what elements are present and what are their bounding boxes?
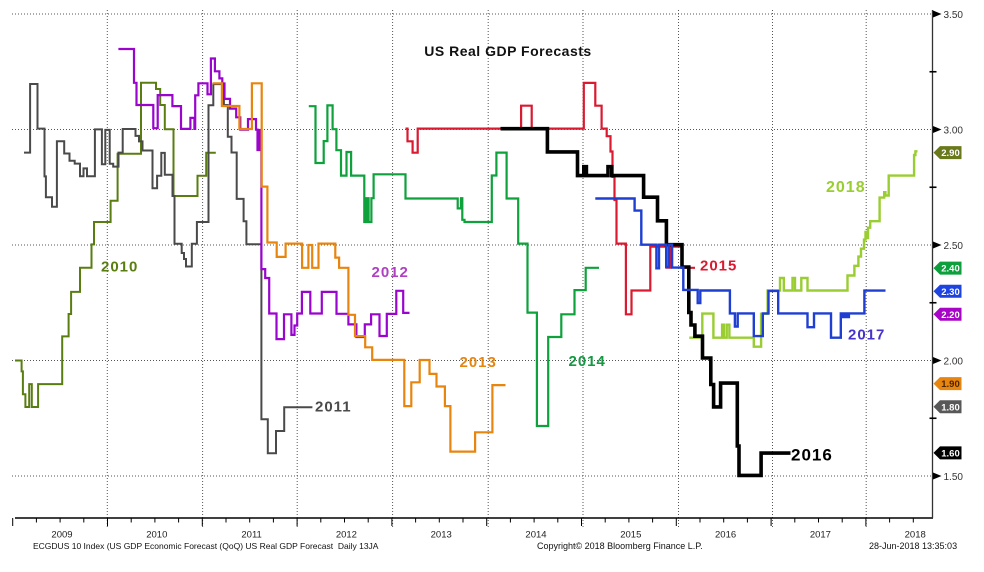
svg-text:2016: 2016	[715, 530, 736, 541]
svg-text:2016: 2016	[791, 446, 833, 465]
svg-text:2.20: 2.20	[941, 310, 960, 321]
svg-text:2010: 2010	[101, 259, 138, 276]
svg-text:2015: 2015	[620, 530, 641, 541]
svg-text:2010: 2010	[146, 530, 167, 541]
svg-text:2014: 2014	[525, 530, 546, 541]
svg-text:2.30: 2.30	[941, 287, 960, 298]
svg-text:3.50: 3.50	[944, 10, 964, 21]
svg-text:28-Jun-2018 13:35:03: 28-Jun-2018 13:35:03	[869, 541, 957, 551]
svg-text:2011: 2011	[315, 399, 352, 416]
svg-text:2018: 2018	[826, 179, 866, 196]
svg-text:US Real GDP Forecasts: US Real GDP Forecasts	[424, 43, 591, 59]
svg-text:2012: 2012	[336, 530, 357, 541]
svg-text:2017: 2017	[848, 327, 885, 344]
svg-text:2.50: 2.50	[944, 241, 964, 252]
svg-text:3.00: 3.00	[944, 125, 964, 136]
svg-text:2009: 2009	[51, 530, 72, 541]
svg-text:2018: 2018	[905, 530, 926, 541]
svg-text:2012: 2012	[372, 264, 409, 281]
svg-text:2017: 2017	[810, 530, 831, 541]
svg-text:2015: 2015	[700, 258, 737, 275]
svg-text:2013: 2013	[460, 354, 497, 371]
svg-text:2.40: 2.40	[941, 264, 960, 275]
svg-text:Copyright© 2018 Bloomberg Fina: Copyright© 2018 Bloomberg Finance L.P.	[537, 541, 703, 551]
svg-text:2.00: 2.00	[944, 356, 964, 367]
svg-text:1.60: 1.60	[941, 449, 960, 460]
svg-text:2.90: 2.90	[941, 148, 960, 159]
svg-text:1.50: 1.50	[944, 472, 964, 483]
svg-text:1.90: 1.90	[941, 379, 960, 390]
svg-text:1.80: 1.80	[941, 402, 960, 413]
svg-text:2011: 2011	[241, 530, 261, 541]
svg-text:2014: 2014	[569, 353, 606, 370]
svg-text:2013: 2013	[431, 530, 452, 541]
svg-text:ECGDUS 10 Index (US GDP Econom: ECGDUS 10 Index (US GDP Economic Forecas…	[33, 541, 379, 551]
